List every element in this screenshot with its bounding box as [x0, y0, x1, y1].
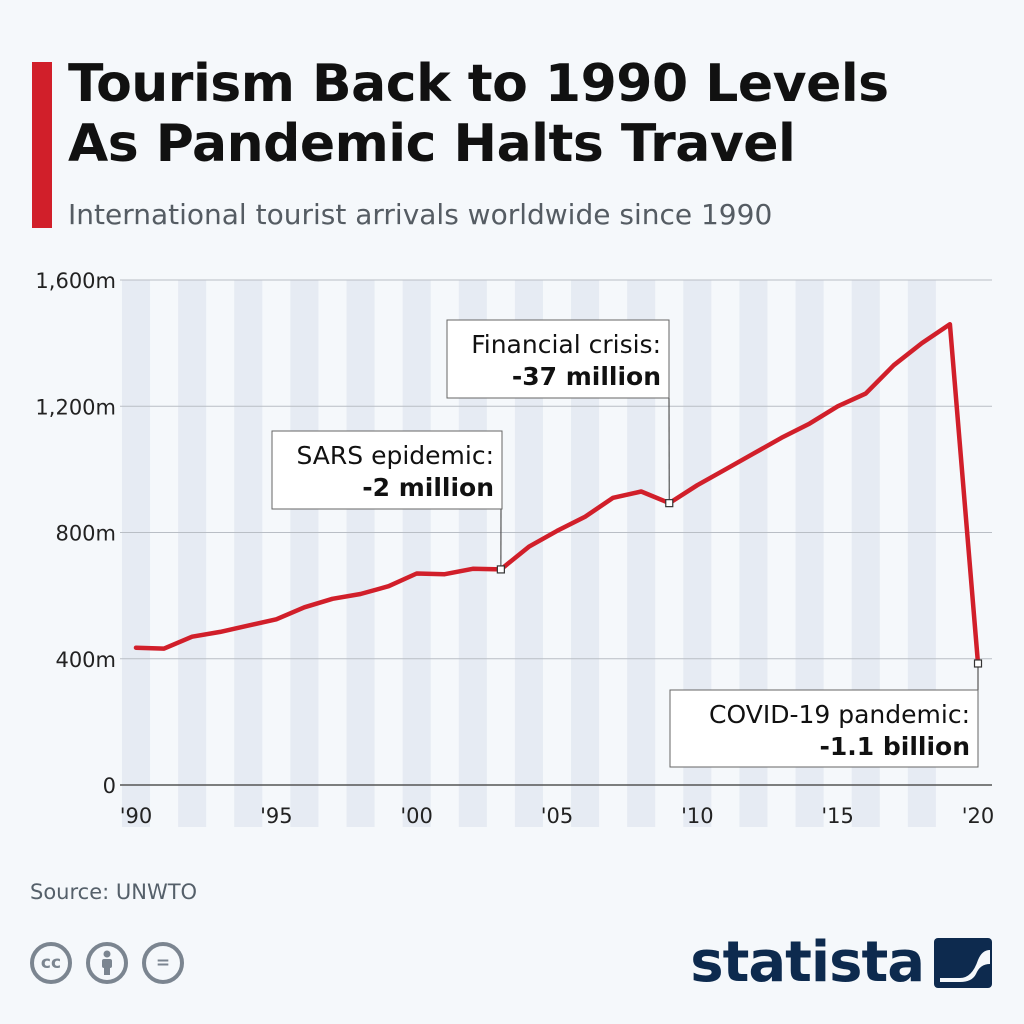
annotation-value: -37 million: [512, 362, 661, 391]
series-line: [133, 321, 981, 666]
y-tick-label: 800m: [55, 522, 116, 546]
year-stripe: [290, 280, 319, 827]
x-tick-label: '20: [962, 804, 995, 828]
year-stripe: [121, 280, 151, 827]
annotation-box: [271, 430, 503, 510]
x-tick-label: '15: [821, 804, 854, 828]
year-stripe: [346, 280, 375, 827]
source-note: Source: UNWTO: [30, 880, 198, 904]
annotation-label: Financial crisis:: [471, 330, 661, 359]
x-tick-label: '10: [681, 804, 714, 828]
title-line-2: As Pandemic Halts Travel: [68, 114, 796, 174]
y-tick-label: 1,600m: [35, 269, 116, 293]
annotation-label: SARS epidemic:: [296, 441, 494, 470]
statista-logo-icon: [934, 938, 992, 988]
x-tick-label: '90: [120, 804, 153, 828]
person-glyph: [102, 950, 112, 975]
chart-title: Tourism Back to 1990 Levels As Pandemic …: [68, 54, 889, 174]
x-tick-label: '95: [260, 804, 293, 828]
annotation-value: -1.1 billion: [819, 732, 970, 761]
year-stripe: [402, 280, 431, 827]
y-tick-label: 1,200m: [35, 395, 116, 419]
title-accent-bar: [32, 62, 52, 228]
x-tick-label: '05: [541, 804, 574, 828]
statista-logo[interactable]: statista: [690, 935, 992, 991]
y-tick-label: 0: [103, 774, 116, 798]
annotation-point-marker: [496, 565, 505, 574]
year-stripe: [234, 280, 263, 827]
annotation-point-marker: [973, 659, 983, 668]
year-stripe: [178, 280, 207, 827]
cc-icon[interactable]: cc: [30, 942, 72, 984]
x-tick-label: '00: [400, 804, 433, 828]
y-tick-label: 400m: [55, 648, 116, 672]
statista-wordmark: statista: [690, 930, 925, 995]
annotation-box: [669, 689, 979, 768]
no-derivatives-icon[interactable]: =: [142, 942, 184, 984]
license-icons: cc =: [30, 942, 184, 984]
annotation-value: -2 million: [362, 473, 494, 502]
tourism-line-chart: 0 400m 800m 1,200m 1,600m '90 '95 '00 '05 '10 '15 '…: [35, 269, 995, 828]
annotation-label: COVID-19 pandemic:: [709, 700, 970, 729]
annotation-box: [446, 319, 670, 399]
annotation-point-marker: [665, 499, 674, 508]
title-line-1: Tourism Back to 1990 Levels: [68, 54, 889, 114]
attribution-icon[interactable]: [86, 942, 128, 984]
chart-subtitle: International tourist arrivals worldwide…: [68, 198, 773, 231]
